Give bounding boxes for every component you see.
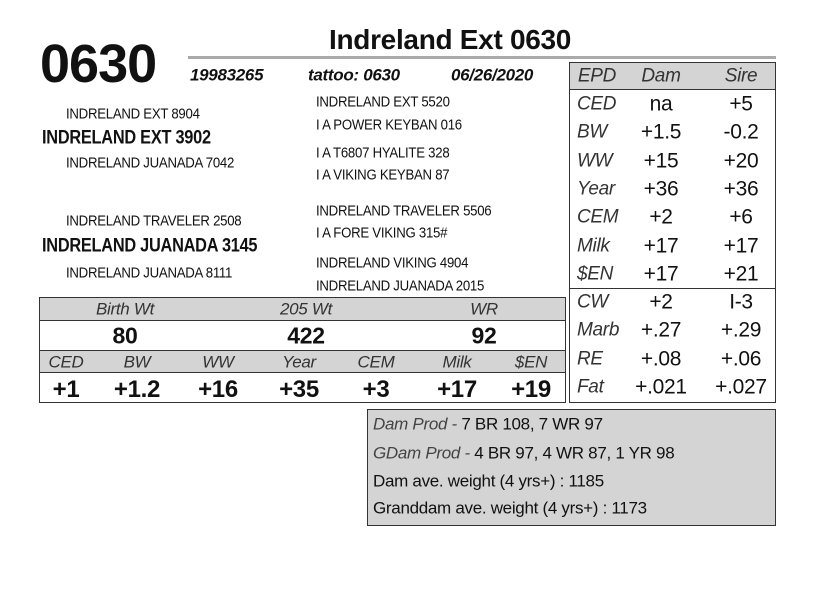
epd-value: +17 — [643, 262, 679, 286]
title: Indreland Ext 0630 — [329, 24, 572, 55]
epd-value: +36 — [723, 177, 759, 201]
epd-column-header: Dam — [641, 65, 681, 87]
gdam-prod-value: 4 BR 97, 4 WR 87, 1 YR 98 — [474, 443, 675, 463]
performance-value: 422 — [287, 322, 325, 349]
performance-header: Birth Wt — [95, 299, 155, 319]
calf-epd-header: CED — [48, 352, 84, 372]
epd-table-header — [570, 63, 775, 90]
epd-value: +2 — [649, 290, 673, 314]
dam: INDRELAND JUANADA 3145 — [42, 235, 258, 257]
epd-value: +20 — [723, 149, 759, 173]
epd-trait: RE — [577, 348, 603, 370]
notes-box — [367, 409, 776, 526]
calf-epd-value: +3 — [362, 376, 390, 403]
epd-value: +.021 — [635, 375, 687, 399]
calf-epd-header: $EN — [514, 352, 548, 372]
birth-date: 06/26/2020 — [451, 65, 534, 85]
epd-trait: CED — [577, 93, 617, 115]
epd-value: +17 — [723, 234, 759, 257]
epd-value: I-3 — [729, 290, 753, 314]
epd-trait: Marb — [577, 319, 620, 341]
dam-prod-label: Dam Prod - — [373, 414, 457, 434]
epd-trait: $EN — [577, 263, 614, 285]
calf-epd-header: WW — [202, 352, 234, 372]
great-grandparent: I A T6807 HYALITE 328 — [316, 144, 450, 162]
epd-trait: Year — [577, 178, 615, 200]
calf-epd-value: +35 — [279, 376, 319, 403]
dam-sire: INDRELAND TRAVELER 2508 — [66, 212, 242, 230]
epd-column-header: EPD — [577, 65, 617, 87]
sire-dam: INDRELAND JUANADA 7042 — [66, 154, 235, 172]
gdam-prod: GDam Prod - 4 BR 97, 4 WR 87, 1 YR 98 — [373, 443, 675, 463]
performance-box — [39, 297, 566, 403]
great-grandparent: INDRELAND VIKING 4904 — [316, 254, 469, 272]
great-grandparent: INDRELAND JUANADA 2015 — [316, 277, 485, 295]
epd-value: +1.5 — [640, 120, 682, 144]
epd-value: +21 — [723, 262, 759, 286]
epd-column-header: Sire — [724, 65, 758, 87]
calf-epd-value: +16 — [198, 376, 238, 403]
title-rule — [188, 56, 776, 59]
epd-value: -0.2 — [723, 120, 759, 144]
epd-value: +.27 — [640, 318, 682, 342]
performance-header — [40, 298, 565, 321]
epd-header — [40, 350, 565, 373]
epd-value: +.29 — [720, 318, 762, 342]
great-grandparent: I A FORE VIKING 315# — [316, 224, 448, 242]
lot-number: 0630 — [40, 34, 157, 94]
epd-value: +.06 — [720, 347, 762, 371]
epd-value: +.08 — [640, 347, 682, 371]
epd-trait: CEM — [577, 206, 619, 228]
epd-value: +5 — [729, 92, 753, 116]
tattoo: tattoo: 0630 — [308, 65, 400, 85]
epd-trait: Fat — [577, 376, 604, 398]
registration: 19983265 — [190, 65, 264, 85]
great-grandparent: INDRELAND TRAVELER 5506 — [316, 202, 492, 220]
granddam-weight: Granddam ave. weight (4 yrs+) : 1173 — [373, 498, 647, 518]
dam-prod-value: 7 BR 108, 7 WR 97 — [461, 414, 603, 434]
great-grandparent: I A VIKING KEYBAN 87 — [316, 166, 450, 184]
calf-epd-header: Year — [282, 352, 316, 372]
calf-epd-value: +1 — [52, 376, 80, 403]
epd-table — [569, 62, 776, 403]
epd-trait: WW — [577, 150, 613, 172]
epd-trait: BW — [577, 121, 608, 143]
performance-header: 205 Wt — [279, 299, 333, 319]
performance-value: 80 — [112, 322, 138, 349]
calf-epd-value: +17 — [437, 376, 477, 403]
epd-value: +36 — [643, 177, 679, 201]
dam-weight: Dam ave. weight (4 yrs+) : 1185 — [373, 471, 604, 491]
great-grandparent: INDRELAND EXT 5520 — [316, 93, 450, 111]
great-grandparent: I A POWER KEYBAN 016 — [316, 116, 462, 134]
dam-prod: Dam Prod - 7 BR 108, 7 WR 97 — [373, 416, 603, 433]
epd-trait: CW — [577, 291, 609, 313]
sire-sire: INDRELAND EXT 8904 — [66, 105, 200, 123]
calf-epd-value: +19 — [511, 376, 551, 403]
epd-value: +6 — [729, 205, 753, 229]
calf-epd-header: Milk — [442, 352, 472, 372]
epd-value: +.027 — [715, 375, 767, 399]
epd-trait: Milk — [577, 235, 610, 256]
epd-value: na — [649, 92, 673, 116]
calf-epd-value: +1.2 — [113, 376, 161, 403]
gdam-prod-label: GDam Prod - — [373, 443, 470, 463]
performance-value: 92 — [471, 322, 497, 349]
performance-header: WR — [470, 299, 498, 319]
epd-value: +2 — [649, 205, 673, 229]
epd-value: +17 — [643, 234, 679, 257]
epd-value: +15 — [643, 149, 679, 173]
epd-divider — [570, 288, 775, 289]
dam-dam: INDRELAND JUANADA 8111 — [66, 264, 233, 282]
calf-epd-header: BW — [123, 352, 151, 372]
sire: INDRELAND EXT 3902 — [42, 127, 211, 149]
calf-epd-header: CEM — [357, 352, 395, 372]
